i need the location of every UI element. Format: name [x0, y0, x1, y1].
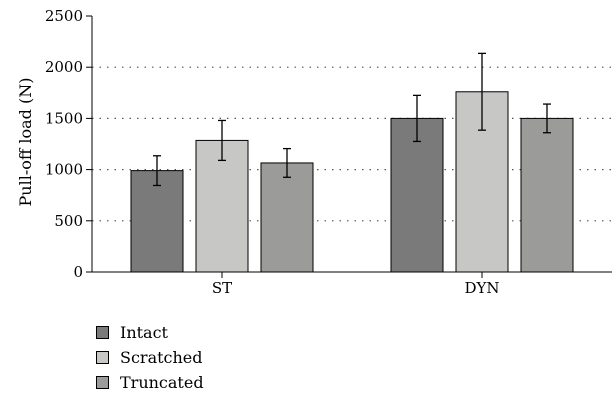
y-tick-label: 1500 — [45, 109, 83, 127]
y-tick-label: 0 — [73, 263, 83, 281]
x-tick-label: ST — [212, 279, 232, 297]
bar — [130, 170, 184, 273]
y-tick-label: 500 — [54, 212, 83, 230]
y-tick-label: 2500 — [45, 7, 83, 25]
y-tick-labels: 0 500 1000 1500 2000 2500 — [45, 7, 83, 281]
legend-label: Truncated — [120, 373, 204, 392]
legend-swatch — [96, 376, 109, 389]
x-tick-label: DYN — [464, 279, 499, 297]
y-tick-label: 1000 — [45, 161, 83, 179]
legend-item: Intact — [96, 320, 204, 345]
legend-item: Scratched — [96, 345, 204, 370]
error-bars — [153, 52, 551, 187]
legend-item: Truncated — [96, 370, 204, 395]
bars — [130, 91, 574, 273]
legend-label: Intact — [120, 323, 168, 342]
legend-label: Scratched — [120, 348, 203, 367]
legend: Intact Scratched Truncated — [96, 320, 204, 395]
x-tick-labels: ST DYN — [212, 279, 500, 297]
y-axis-title: Pull-off load (N) — [16, 78, 35, 207]
bar — [390, 117, 444, 273]
bar — [260, 162, 314, 273]
legend-swatch — [96, 326, 109, 339]
y-tick-label: 2000 — [45, 58, 83, 76]
legend-swatch — [96, 351, 109, 364]
axes — [86, 15, 612, 278]
bar — [520, 117, 574, 273]
bar — [195, 139, 249, 273]
